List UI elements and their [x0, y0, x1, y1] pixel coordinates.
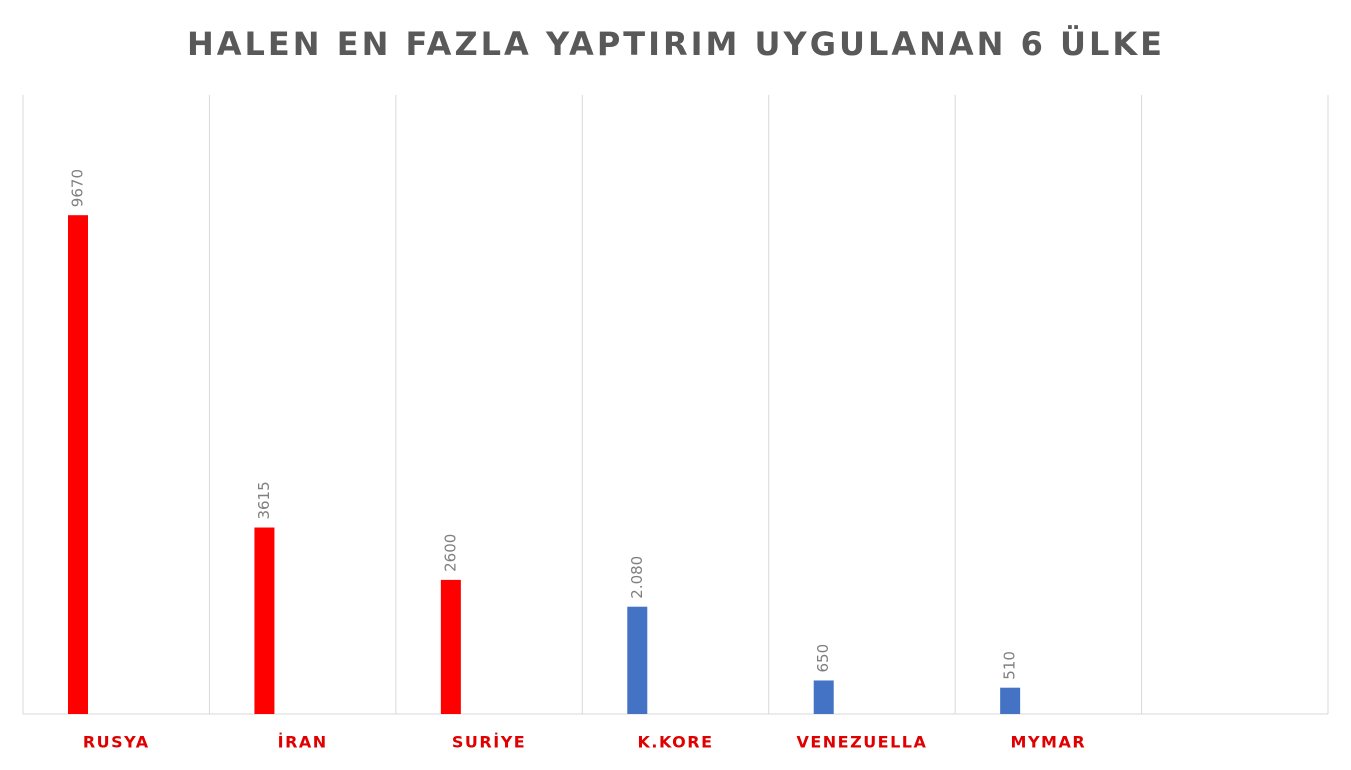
x-tick-label: SURİYE — [452, 733, 526, 752]
bar — [440, 579, 461, 714]
x-tick-label: VENEZUELLA — [796, 733, 927, 752]
bar — [1000, 687, 1021, 714]
x-tick-label: İRAN — [278, 733, 328, 752]
x-tick-label: K.KORE — [637, 733, 713, 752]
value-label: 510 — [1001, 651, 1019, 680]
value-label: 2.080 — [628, 556, 646, 599]
x-tick-label: RUSYA — [83, 733, 150, 752]
value-label: 2600 — [441, 534, 459, 572]
x-tick-label: MYMAR — [1011, 733, 1087, 752]
chart-title: HALEN EN FAZLA YAPTIRIM UYGULANAN 6 ÜLKE — [187, 25, 1165, 63]
value-label: 3615 — [255, 481, 273, 519]
value-label: 650 — [814, 644, 832, 673]
bar — [813, 680, 834, 714]
bar — [254, 527, 275, 714]
bar — [68, 215, 88, 715]
value-label: 9670 — [69, 169, 87, 207]
bar — [627, 606, 648, 714]
